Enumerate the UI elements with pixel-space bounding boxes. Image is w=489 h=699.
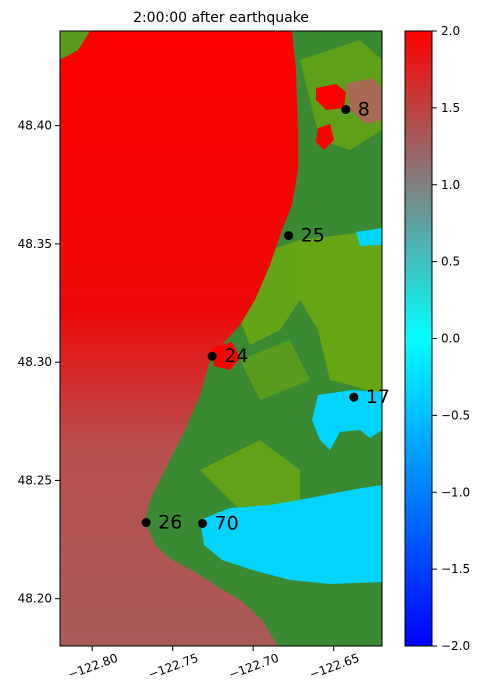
splotch-north-2 xyxy=(316,124,334,150)
x-axis: −122.80 −122.75 −122.70 −122.65 xyxy=(66,646,361,682)
colorbar-tick-label: −0.5 xyxy=(441,408,470,422)
x-tick-label: −122.75 xyxy=(146,651,200,682)
gauge-24-marker xyxy=(207,351,217,361)
y-tick-label: 48.30 xyxy=(18,355,52,369)
gauge-markers: 8 25 24 17 26 70 xyxy=(141,99,390,534)
land-patch-east xyxy=(300,230,382,395)
y-tick-label: 48.35 xyxy=(18,237,52,251)
colorbar-tick-label: −1.0 xyxy=(441,485,470,499)
sea-area xyxy=(60,31,298,646)
colorbar-tick-label: −1.5 xyxy=(441,562,470,576)
colorbar-axis: 2.0 1.5 1.0 0.5 0.0 −0.5 −1.0 −1.5 −2.0 xyxy=(432,24,470,653)
y-axis: 48.20 48.25 48.30 48.35 48.40 xyxy=(18,119,60,606)
colorbar-tick-label: 1.0 xyxy=(441,178,460,192)
plot-frame xyxy=(59,30,383,647)
x-tick-label: −122.80 xyxy=(66,651,120,682)
splotch-north-3 xyxy=(346,78,382,124)
colorbar-tick-label: 0.0 xyxy=(441,332,460,346)
colorbar-tick-label: 1.5 xyxy=(441,101,460,115)
cyan-bay-17 xyxy=(312,390,382,450)
x-tick-label: −122.65 xyxy=(307,651,361,682)
gauge-25-label: 25 xyxy=(301,225,325,247)
land-patch-inland xyxy=(240,340,310,400)
cyan-strip-25 xyxy=(356,228,382,246)
gauge-17-label: 17 xyxy=(366,386,390,408)
splotch-north xyxy=(316,84,346,110)
colorbar xyxy=(404,30,433,647)
colorbar-tick-label: 2.0 xyxy=(441,24,460,38)
chart-title: 2:00:00 after earthquake xyxy=(133,10,309,26)
splotch-lagoon xyxy=(212,342,240,370)
gauge-17-marker xyxy=(349,392,359,402)
land-northwest xyxy=(60,31,92,58)
gauge-70-marker xyxy=(197,518,207,528)
gauge-8-marker xyxy=(341,105,351,115)
gauge-26-marker xyxy=(141,518,151,528)
gauge-26-label: 26 xyxy=(158,512,182,534)
map-area xyxy=(60,31,382,646)
y-tick-label: 48.20 xyxy=(18,592,52,606)
x-tick-label: −122.70 xyxy=(227,651,281,682)
land-patch-south xyxy=(200,440,300,510)
y-tick-label: 48.25 xyxy=(18,473,52,487)
colorbar-tick-label: 0.5 xyxy=(441,255,460,269)
y-tick-label: 48.40 xyxy=(18,119,52,133)
gauge-25-marker xyxy=(284,231,294,241)
land-patch-coast xyxy=(240,240,300,345)
colorbar-tick-label: −2.0 xyxy=(441,639,470,653)
gauge-8-label: 8 xyxy=(358,99,370,121)
gauge-70-label: 70 xyxy=(214,512,238,534)
gauge-24-label: 24 xyxy=(224,345,248,367)
cyan-bay-70 xyxy=(200,485,382,584)
